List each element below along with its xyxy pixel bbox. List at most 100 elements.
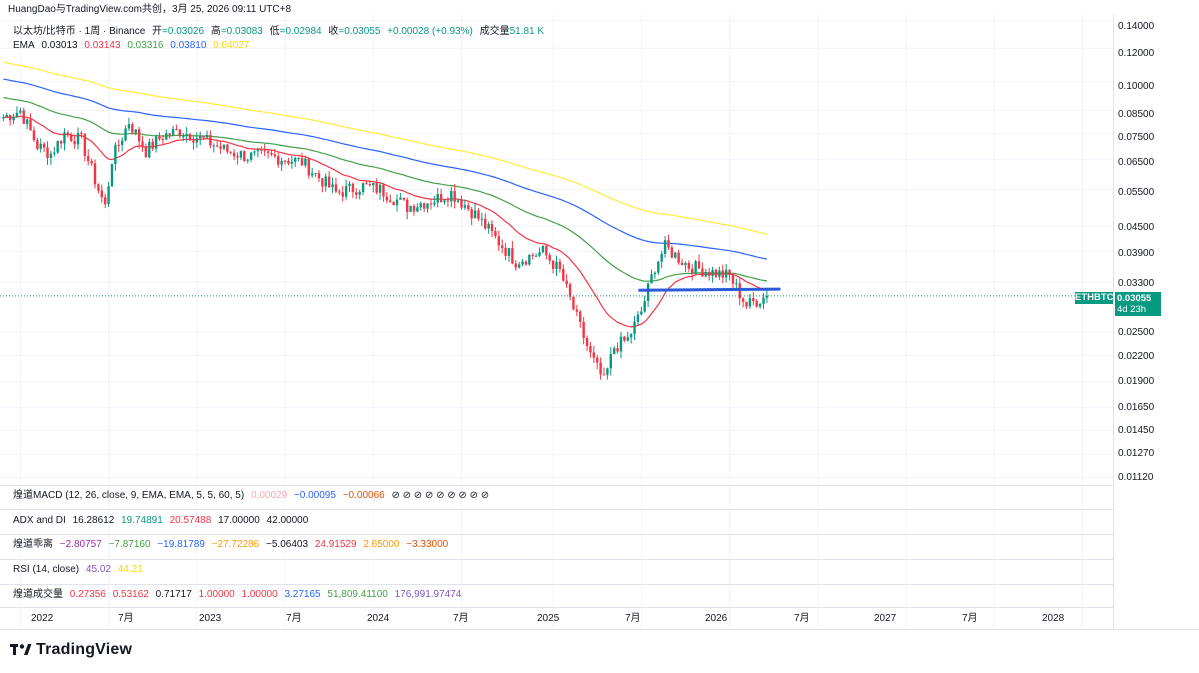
adx-legend[interactable]: ADX and DI 16.28612 19.74891 20.57488 17… [13, 515, 312, 527]
candle-body [273, 154, 277, 157]
deviation-legend[interactable]: 煌道乖离 −2.80757 −7.87160 −19.81789 −27.722… [13, 539, 452, 551]
candle-body [596, 357, 599, 363]
pane-separator[interactable] [0, 559, 1113, 560]
candle-body [582, 321, 585, 338]
adx-label: ADX and DI [13, 515, 66, 526]
ema-line-100 [3, 78, 768, 260]
deviation-value-6: 24.91529 [314, 539, 357, 550]
candle-body [728, 269, 731, 276]
pane-separator[interactable] [0, 485, 1113, 486]
candle-body [120, 140, 124, 145]
trendline [638, 287, 781, 292]
candle-body [87, 156, 90, 161]
rsi-value-2: 44.21 [117, 564, 143, 575]
time-axis-label: 7月 [794, 613, 810, 624]
candle-body [735, 283, 738, 285]
symbol-name[interactable]: 以太坊/比特币 · 1周 · Binance [13, 26, 146, 37]
open-label: 开 [152, 26, 163, 37]
pane-separator[interactable] [0, 534, 1113, 535]
candle-body [395, 199, 399, 206]
candle-body [151, 141, 154, 149]
price-axis-label: 0.03300 [1118, 278, 1155, 289]
macd-legend[interactable]: 煌道MACD (12, 26, close, 9, EMA, EMA, 5, 5… [13, 490, 493, 502]
bar-countdown: 4d 23h [1117, 304, 1147, 315]
candle-body [375, 182, 378, 193]
candle-body [46, 147, 49, 158]
candle-body [39, 143, 42, 149]
current-price: 0.03055 [1117, 293, 1152, 304]
candle-body [446, 200, 450, 202]
candle-body [297, 157, 300, 159]
candle-body [185, 134, 188, 137]
candle-body [687, 262, 691, 269]
candle-body [117, 144, 120, 146]
candle-body [711, 269, 714, 276]
candle-body [674, 252, 677, 258]
time-axis-label: 2026 [705, 613, 728, 624]
candle-body [650, 274, 653, 284]
candle-body [399, 197, 402, 200]
ema-value-3: 0.03316 [127, 40, 164, 51]
candle-body [684, 262, 687, 266]
candle-body [202, 135, 205, 138]
price-axis-label: 0.01900 [1118, 376, 1155, 387]
close-value: =0.03055 [338, 26, 381, 37]
volume-indicator-value-5: 1.00000 [241, 589, 278, 600]
candle-body [762, 297, 765, 304]
candle-body [280, 160, 283, 165]
candle-body [114, 144, 117, 165]
volume-indicator-legend[interactable]: 煌道成交量 0.27356 0.53162 0.71717 1.00000 1.… [13, 589, 465, 601]
candle-body [470, 209, 473, 219]
candle-body [53, 152, 56, 154]
candle-body [623, 336, 626, 341]
candle-body [494, 231, 497, 237]
rsi-legend[interactable]: RSI (14, close) 45.02 44.21 [13, 564, 147, 576]
candle-body [626, 337, 629, 341]
ema-label[interactable]: EMA [13, 40, 35, 51]
deviation-value-1: −2.80757 [59, 539, 102, 550]
time-axis-label: 2022 [31, 613, 54, 624]
candle-body [477, 210, 480, 219]
ema-value-1: 0.03013 [41, 40, 78, 51]
candle-body [134, 129, 137, 133]
candle-body [15, 112, 19, 117]
price-axis-label: 0.14000 [1118, 21, 1155, 32]
time-axis-label: 2023 [199, 613, 222, 624]
candle-body [439, 194, 443, 203]
candle-body [212, 145, 215, 147]
price-axis-label: 0.07500 [1118, 132, 1155, 143]
macd-empty-values: ⊘ ⊘ ⊘ ⊘ ⊘ ⊘ ⊘ ⊘ ⊘ [391, 490, 490, 501]
ema-legend: EMA 0.03013 0.03143 0.03316 0.03810 0.04… [13, 40, 253, 52]
candle-body [215, 145, 219, 147]
candle-body [707, 271, 711, 276]
candle-body [307, 158, 310, 176]
candle-body [283, 160, 287, 162]
candle-body [287, 160, 290, 164]
deviation-value-7: 2.65000 [363, 539, 400, 550]
close-label: 收 [328, 26, 339, 37]
candle-body [32, 130, 36, 141]
candle-body [721, 270, 724, 278]
candle-body [691, 268, 694, 275]
candle-body [463, 205, 467, 208]
candle-body [378, 184, 382, 193]
pane-separator[interactable] [0, 509, 1113, 510]
candle-body [541, 245, 545, 253]
price-axis-label: 0.04500 [1118, 222, 1155, 233]
candle-body [389, 200, 392, 203]
candle-body [314, 173, 317, 175]
candle-body [636, 314, 640, 322]
candle-body [124, 128, 127, 141]
candle-body [243, 151, 246, 161]
candle-body [246, 159, 249, 161]
pane-separator[interactable] [0, 607, 1113, 608]
attribution-text: HuangDao与TradingView.com共创，3月 25, 2026 0… [8, 4, 292, 15]
volume-indicator-value-3: 0.71717 [155, 589, 192, 600]
change-value: +0.00028 (+0.93%) [387, 26, 473, 37]
pane-separator[interactable] [0, 584, 1113, 585]
candle-body [358, 192, 361, 195]
tradingview-logo[interactable]: TradingView [10, 641, 132, 659]
candle-body [629, 334, 633, 338]
price-axis-label: 0.01450 [1118, 425, 1155, 436]
